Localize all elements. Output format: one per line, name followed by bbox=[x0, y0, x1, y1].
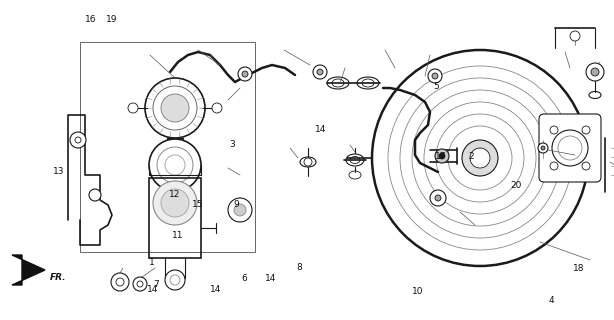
Text: 19: 19 bbox=[106, 15, 117, 24]
Circle shape bbox=[313, 65, 327, 79]
Text: 4: 4 bbox=[548, 296, 554, 305]
Circle shape bbox=[304, 158, 312, 166]
Circle shape bbox=[435, 149, 449, 163]
Circle shape bbox=[439, 153, 445, 159]
Circle shape bbox=[89, 189, 101, 201]
Bar bbox=[149, 178, 201, 258]
Circle shape bbox=[550, 162, 558, 170]
Text: 7: 7 bbox=[154, 280, 160, 289]
Circle shape bbox=[153, 86, 197, 130]
Circle shape bbox=[70, 132, 86, 148]
Text: 9: 9 bbox=[233, 200, 239, 209]
Bar bbox=[80, 42, 255, 252]
Circle shape bbox=[582, 162, 590, 170]
Circle shape bbox=[161, 189, 189, 217]
Text: 14: 14 bbox=[147, 285, 158, 294]
Text: 14: 14 bbox=[265, 274, 276, 283]
Circle shape bbox=[153, 181, 197, 225]
Text: FR.: FR. bbox=[50, 274, 66, 283]
Text: 8: 8 bbox=[296, 263, 302, 272]
FancyBboxPatch shape bbox=[539, 114, 601, 182]
Circle shape bbox=[157, 147, 193, 183]
Circle shape bbox=[591, 68, 599, 76]
Text: 5: 5 bbox=[433, 82, 439, 91]
Circle shape bbox=[432, 73, 438, 79]
Circle shape bbox=[212, 103, 222, 113]
Circle shape bbox=[430, 190, 446, 206]
Circle shape bbox=[145, 78, 205, 138]
Text: 18: 18 bbox=[573, 264, 584, 273]
Circle shape bbox=[435, 195, 441, 201]
Circle shape bbox=[165, 270, 185, 290]
Text: 16: 16 bbox=[85, 15, 96, 24]
Text: 13: 13 bbox=[53, 167, 64, 176]
Text: 6: 6 bbox=[241, 274, 247, 283]
Circle shape bbox=[538, 143, 548, 153]
Circle shape bbox=[170, 275, 180, 285]
Circle shape bbox=[133, 277, 147, 291]
Circle shape bbox=[541, 146, 545, 150]
Circle shape bbox=[582, 126, 590, 134]
Circle shape bbox=[238, 67, 252, 81]
Circle shape bbox=[149, 139, 201, 191]
Text: 1: 1 bbox=[149, 258, 155, 267]
Circle shape bbox=[462, 140, 498, 176]
Text: 3: 3 bbox=[229, 140, 235, 149]
Circle shape bbox=[552, 130, 588, 166]
Circle shape bbox=[550, 126, 558, 134]
Circle shape bbox=[428, 69, 442, 83]
Text: 17: 17 bbox=[435, 152, 446, 161]
Circle shape bbox=[116, 278, 124, 286]
Circle shape bbox=[234, 204, 246, 216]
Text: 14: 14 bbox=[211, 285, 222, 294]
Circle shape bbox=[137, 281, 143, 287]
Circle shape bbox=[111, 273, 129, 291]
Circle shape bbox=[372, 50, 588, 266]
Polygon shape bbox=[12, 255, 45, 285]
Circle shape bbox=[75, 137, 81, 143]
Text: 15: 15 bbox=[192, 200, 203, 209]
Circle shape bbox=[161, 94, 189, 122]
Circle shape bbox=[470, 148, 490, 168]
Circle shape bbox=[228, 198, 252, 222]
Text: 10: 10 bbox=[412, 287, 423, 296]
Circle shape bbox=[128, 103, 138, 113]
Circle shape bbox=[586, 63, 604, 81]
Text: 14: 14 bbox=[315, 125, 326, 134]
Circle shape bbox=[558, 136, 582, 160]
Circle shape bbox=[165, 155, 185, 175]
Text: 20: 20 bbox=[510, 181, 521, 190]
Text: 2: 2 bbox=[468, 152, 475, 161]
Text: 12: 12 bbox=[169, 190, 181, 199]
Circle shape bbox=[317, 69, 323, 75]
Circle shape bbox=[570, 31, 580, 41]
Circle shape bbox=[242, 71, 248, 77]
Text: 11: 11 bbox=[173, 231, 184, 240]
